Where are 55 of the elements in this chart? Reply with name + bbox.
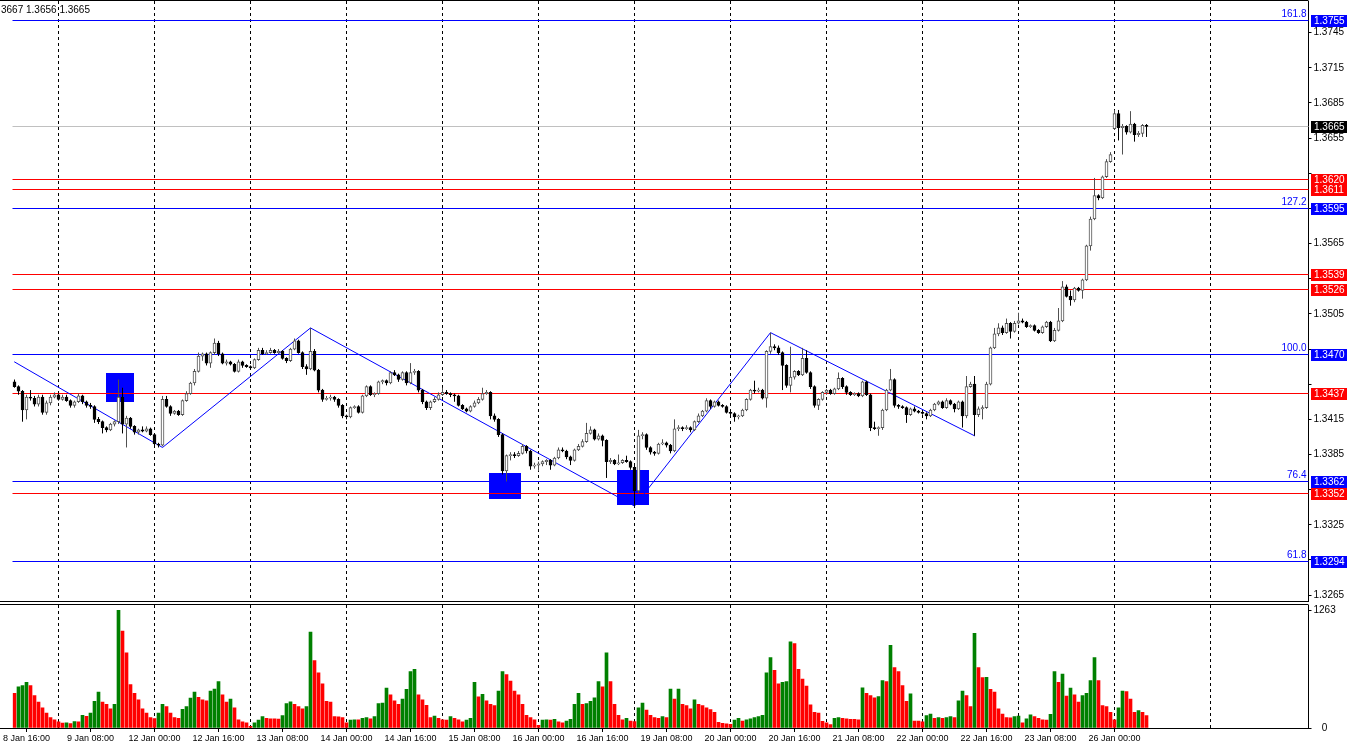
- annotation: 76.4: [1287, 469, 1307, 481]
- ref-line-label: 1.3294: [1314, 555, 1346, 567]
- bar: [824, 722, 829, 728]
- x-tick-label: 21 Jan 08:00: [832, 733, 885, 744]
- ref-line-label: 1.3437: [1314, 387, 1346, 399]
- bar: [252, 722, 257, 728]
- x-tick-label: 16 Jan 16:00: [576, 733, 629, 744]
- annotation: 161.8: [1281, 8, 1307, 20]
- ref-line-label: 1.3352: [1314, 487, 1346, 499]
- y-tick-label: 1.3385: [1313, 448, 1345, 460]
- bar: [244, 722, 249, 728]
- y-tick-label: 1.3745: [1313, 26, 1345, 38]
- ref-line-label: 1.3526: [1314, 283, 1346, 295]
- y-tick-label: 1.3565: [1313, 237, 1345, 249]
- ref-line-label: 1.3539: [1314, 268, 1346, 280]
- bar: [560, 722, 565, 728]
- y-tick-label: 1.3325: [1313, 518, 1345, 530]
- x-tick-label: 23 Jan 08:00: [1024, 733, 1077, 744]
- y-tick-label: 1.3655: [1313, 131, 1345, 143]
- x-tick-label: 8 Jan 16:00: [2, 733, 51, 744]
- y-tick-label: 1.3715: [1313, 61, 1345, 73]
- x-tick-label: 15 Jan 08:00: [448, 733, 501, 744]
- ref-line-label: 1.3611: [1314, 183, 1345, 195]
- ref-line-label: 1.3665: [1314, 120, 1346, 132]
- x-tick-label: 14 Jan 00:00: [320, 733, 373, 744]
- y-tick-label: 0: [1321, 721, 1328, 733]
- x-tick-label: 19 Jan 08:00: [640, 733, 693, 744]
- ref-line-label: 1.3755: [1314, 14, 1346, 26]
- x-tick-label: 14 Jan 16:00: [384, 733, 437, 744]
- x-tick-label: 16 Jan 00:00: [512, 733, 565, 744]
- bar: [64, 722, 69, 728]
- ref-line-label: 1.3595: [1314, 202, 1346, 214]
- x-tick-label: 12 Jan 00:00: [128, 733, 181, 744]
- y-tick-label: 1.3505: [1313, 307, 1345, 319]
- annotation: 100.0: [1281, 342, 1307, 354]
- ref-line-label: 1.3470: [1314, 348, 1346, 360]
- ref-line-label: 1.3362: [1314, 475, 1346, 487]
- x-tick-label: 9 Jan 08:00: [66, 733, 115, 744]
- y-tick-label: 1263: [1313, 604, 1337, 616]
- x-tick-label: 20 Jan 00:00: [704, 733, 757, 744]
- bar: [1020, 722, 1025, 728]
- y-tick-label: 1.3415: [1313, 413, 1345, 425]
- bar: [724, 723, 729, 728]
- ref-line-label: 1.3620: [1314, 173, 1346, 185]
- annotation: 3667 1.3656 1.3665: [1, 3, 91, 15]
- x-tick-label: 26 Jan 00:00: [1088, 733, 1141, 744]
- x-tick-label: 12 Jan 16:00: [192, 733, 245, 744]
- x-tick-label: 13 Jan 08:00: [256, 733, 309, 744]
- annotation: 61.8: [1287, 549, 1307, 561]
- annotation: 127.2: [1281, 196, 1307, 208]
- x-tick-label: 20 Jan 16:00: [768, 733, 821, 744]
- x-tick-label: 22 Jan 16:00: [960, 733, 1013, 744]
- x-tick-label: 22 Jan 00:00: [896, 733, 949, 744]
- y-tick-label: 1.3685: [1313, 96, 1345, 108]
- y-tick-label: 1.3265: [1313, 588, 1345, 600]
